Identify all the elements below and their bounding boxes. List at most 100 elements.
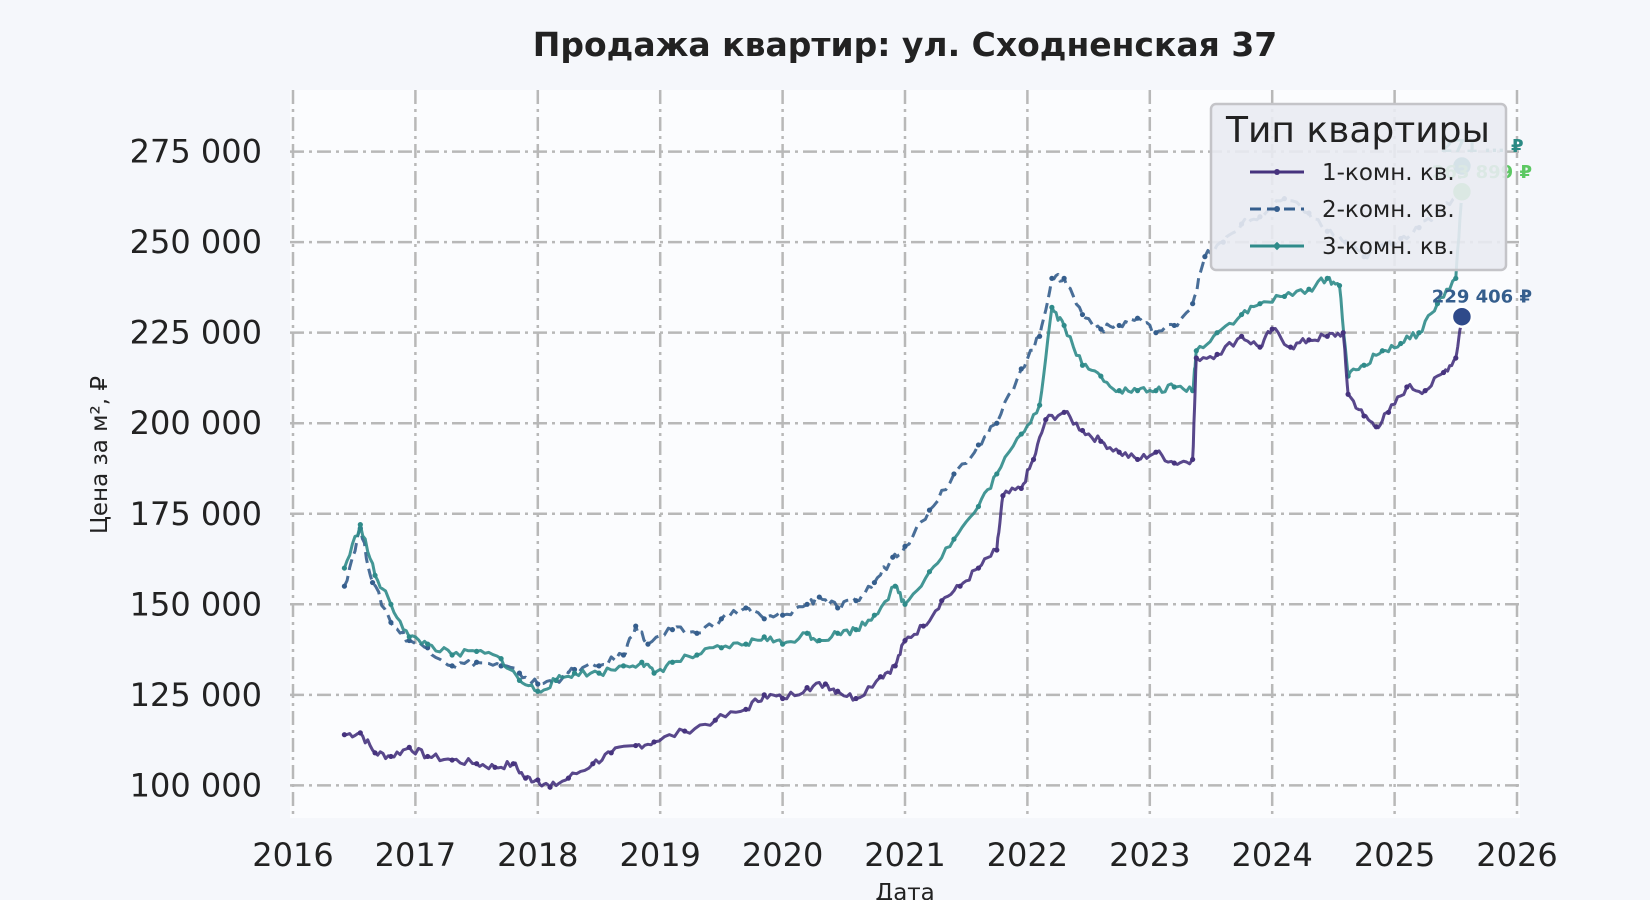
data-point [596,670,602,676]
data-point [571,666,578,673]
data-point [994,547,1000,553]
x-axis-label: Дата [875,880,935,900]
data-point [1453,275,1459,281]
x-tick-label: 2017 [375,836,456,874]
data-point [951,471,957,477]
data-point [639,659,645,665]
data-point [835,688,841,694]
data-point [902,601,908,607]
legend-entry-label: 3-комн. кв. [1322,234,1455,260]
x-axis-ticks: 2016 2017 2018 2019 2020 2021 2022 2023 2024 2025… [252,836,1557,874]
data-point [651,739,657,745]
legend-marker [1274,169,1280,175]
data-point [1434,301,1441,307]
data-point [669,627,676,633]
data-point [1345,391,1351,397]
data-point [425,753,431,760]
data-point [645,641,651,647]
data-point [1257,301,1263,307]
data-point [761,634,767,640]
data-point [694,630,700,636]
data-point [633,742,639,749]
data-point [535,688,541,694]
data-point [1153,449,1159,455]
x-tick-label: 2021 [864,836,945,874]
data-point [620,663,627,669]
legend-entry-label: 2-комн. кв. [1322,197,1455,223]
data-point [1171,322,1177,329]
data-point [492,764,498,770]
data-point [743,605,749,611]
data-point [1324,275,1330,281]
x-tick-label: 2024 [1231,836,1312,874]
data-point [761,692,767,698]
data-point [892,663,898,669]
data-point [449,652,455,658]
data-point [1202,254,1208,260]
data-point [372,572,378,578]
data-point [951,536,957,542]
data-point [1287,344,1294,350]
data-point [1190,301,1196,307]
data-point [1306,286,1312,292]
data-point [743,706,749,712]
data-point [596,663,602,669]
data-point [1269,326,1275,332]
data-point [853,598,859,604]
y-tick-label: 100 000 [130,766,262,804]
end-value-label: 229 406 ₽ [1432,287,1532,308]
data-point [425,645,431,651]
data-point [939,598,945,604]
data-point [1079,427,1086,434]
data-point [357,730,363,736]
data-point [535,681,541,687]
data-point [1361,362,1367,368]
data-point [871,612,878,618]
data-point [1018,485,1024,492]
data-point [780,641,786,647]
data-point [406,634,412,640]
x-tick-label: 2020 [742,836,823,874]
x-tick-label: 2025 [1354,836,1435,874]
data-point [1361,413,1367,419]
data-point [1404,384,1410,390]
data-point [1037,402,1043,408]
data-point [1398,340,1404,347]
data-point [651,670,657,676]
data-point [547,784,553,790]
data-point [449,757,455,763]
data-point [1257,344,1263,350]
data-point [388,753,394,760]
data-point [1239,333,1245,339]
legend-title: Тип квартиры [1225,110,1490,151]
data-point [372,750,378,756]
data-point [406,637,412,644]
data-point [1385,409,1392,415]
data-point [1049,304,1055,310]
data-point [816,637,822,644]
data-point [1422,388,1428,394]
data-point [474,659,480,665]
legend-items: 1-комн. кв. 2-комн. кв. 3-комн. кв. [1250,160,1455,260]
data-point [522,775,529,781]
data-point [1079,362,1086,368]
data-point [1324,333,1330,339]
data-point [1061,409,1067,415]
data-point [902,543,908,549]
data-point [694,652,700,658]
data-point [369,579,376,586]
data-point [1306,337,1312,343]
y-tick-label: 200 000 [130,404,262,442]
data-point [498,656,504,662]
data-point [994,420,1000,426]
data-point [804,685,810,691]
data-point [1018,366,1024,372]
legend-box [1209,102,1508,272]
data-point [1171,384,1177,390]
x-tick-label: 2022 [987,836,1068,874]
data-point [1079,311,1086,318]
data-point [553,677,559,683]
series-line-2 [343,165,1464,686]
